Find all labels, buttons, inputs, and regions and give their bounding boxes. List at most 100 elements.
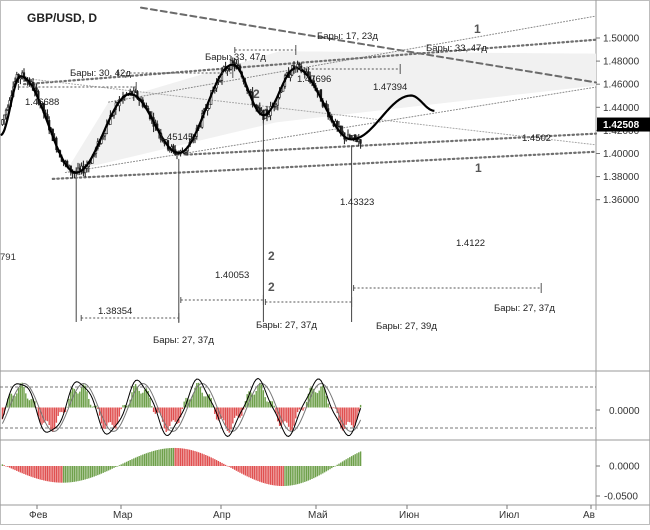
turning-point-label: 1.47696 — [297, 74, 331, 85]
histogram-bar — [191, 450, 192, 466]
oscillator-bar — [252, 395, 253, 408]
histogram-bar — [160, 449, 161, 466]
histogram-bar — [329, 466, 330, 469]
oscillator-bar — [61, 408, 62, 412]
histogram-bar — [306, 466, 307, 481]
histogram-bar — [49, 466, 50, 482]
histogram-bar — [270, 466, 271, 485]
oscillator-bar — [86, 391, 87, 407]
cycle-label: Бары: 27, 37д — [153, 335, 214, 346]
oscillator-bar — [77, 394, 78, 408]
oscillator-bar — [58, 408, 59, 416]
histogram-bar — [297, 466, 298, 484]
histogram-bar — [166, 448, 167, 466]
oscillator-bar — [257, 386, 258, 408]
histogram-bar — [196, 452, 197, 466]
histogram-bar — [67, 466, 68, 483]
candle-body — [261, 111, 263, 112]
histogram-bar — [225, 465, 226, 466]
oscillator-bar — [45, 408, 46, 421]
histogram-bar — [218, 461, 219, 466]
histogram-bar — [223, 464, 224, 466]
cycle-label: Бары: 30, 42д — [70, 68, 131, 79]
channel-number-label: 1 — [475, 161, 482, 175]
oscillator-bar — [121, 408, 122, 410]
candle-body — [104, 134, 106, 136]
histogram-bar — [77, 466, 78, 481]
histogram-bar — [59, 466, 60, 483]
histogram-bar — [122, 464, 123, 466]
oscillator-bar — [106, 408, 107, 426]
oscillator-bar — [151, 406, 152, 407]
histogram-bar — [247, 466, 248, 476]
histogram-bar — [277, 466, 278, 486]
histogram-bar — [315, 466, 316, 477]
candle-body — [275, 104, 277, 106]
histogram-y-tick-label: 0.0000 — [609, 462, 640, 473]
histogram-bar — [310, 466, 311, 480]
histogram-bar — [238, 466, 239, 472]
oscillator-bar — [153, 408, 154, 413]
candle-body — [353, 135, 355, 137]
histogram-bar — [184, 449, 185, 466]
oscillator-bar — [295, 408, 296, 419]
histogram-bar — [18, 466, 19, 472]
x-tick-label: Апр — [213, 510, 231, 521]
oscillator-bar — [164, 408, 165, 429]
histogram-bar — [187, 449, 188, 466]
oscillator-bar — [202, 393, 203, 408]
candle-body — [90, 163, 92, 164]
histogram-bar — [337, 465, 338, 466]
histogram-bar — [167, 448, 168, 466]
oscillator-bar — [351, 408, 352, 426]
histogram-bar — [295, 466, 296, 485]
y-tick-label: 1.36000 — [603, 195, 640, 206]
histogram-bar — [274, 466, 275, 485]
histogram-bar — [133, 458, 134, 466]
candle-body — [209, 104, 211, 108]
histogram-bar — [34, 466, 35, 478]
oscillator-bar — [263, 390, 264, 407]
histogram-bar — [193, 451, 194, 466]
histogram-bar — [13, 466, 14, 469]
oscillator-bar — [329, 408, 330, 409]
histogram-bar — [148, 453, 149, 466]
histogram-bar — [216, 460, 217, 466]
oscillator-bar — [14, 396, 15, 407]
histogram-bar — [320, 466, 321, 474]
channel-number-label: 1 — [474, 22, 481, 36]
histogram-bar — [43, 466, 44, 480]
histogram-bar — [205, 455, 206, 466]
oscillator-bar — [223, 408, 224, 421]
histogram-bar — [176, 448, 177, 466]
oscillator-bar — [347, 408, 348, 422]
histogram-bar — [47, 466, 48, 481]
histogram-panel — [2, 448, 362, 486]
histogram-bar — [275, 466, 276, 486]
histogram-bar — [220, 462, 221, 466]
candle-body — [173, 146, 175, 150]
oscillator-bar — [169, 408, 170, 427]
oscillator-bar — [20, 383, 21, 407]
histogram-bar — [115, 466, 116, 467]
oscillator-panel — [0, 379, 596, 437]
oscillator-bar — [140, 394, 141, 408]
histogram-bar — [142, 455, 143, 466]
oscillator-bar — [200, 387, 201, 407]
histogram-bar — [52, 466, 53, 482]
oscillator-bar — [317, 393, 318, 407]
x-tick-label: Май — [308, 510, 328, 521]
histogram-bar — [250, 466, 251, 478]
oscillator-bar — [149, 398, 150, 408]
histogram-bar — [243, 466, 244, 475]
candle-body — [299, 64, 301, 65]
histogram-bar — [202, 454, 203, 466]
histogram-bar — [259, 466, 260, 482]
oscillator-bar — [234, 408, 235, 418]
oscillator-bar — [261, 384, 262, 407]
oscillator-bar — [49, 408, 50, 426]
oscillator-bar — [265, 397, 266, 407]
histogram-bar — [131, 459, 132, 466]
histogram-bar — [302, 466, 303, 483]
